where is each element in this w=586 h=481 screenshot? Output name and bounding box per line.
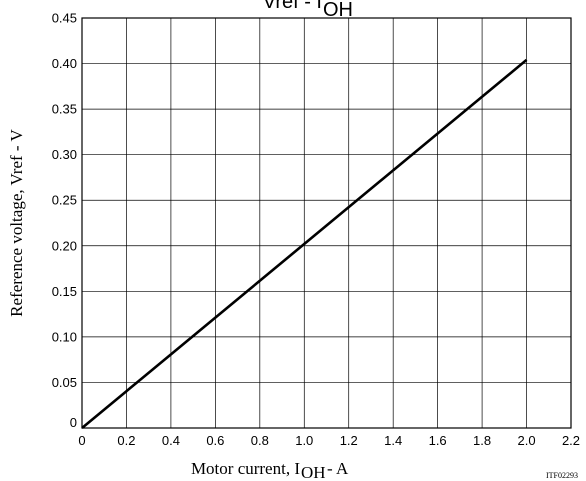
x-tick-label: 0.8 xyxy=(251,433,269,448)
x-axis-title-suffix: - A xyxy=(327,459,349,478)
x-tick-label: 0.4 xyxy=(162,433,180,448)
y-tick-label: 0.15 xyxy=(52,284,77,299)
x-tick-label: 1.0 xyxy=(295,433,313,448)
series-lines xyxy=(81,58,528,430)
x-tick-label: 1.6 xyxy=(429,433,447,448)
chart-title-main: Vref - I xyxy=(263,0,322,13)
x-tick-label: 1.8 xyxy=(473,433,491,448)
x-tick-labels: 0 0.2 0.4 0.6 0.8 1.0 1.2 1.4 1.6 1.8 2.0 2.2 xyxy=(78,433,580,448)
y-tick-label: 0.25 xyxy=(52,193,77,208)
y-tick-label: 0.30 xyxy=(52,147,77,162)
plot-frame xyxy=(81,17,572,429)
y-tick-label: 0.20 xyxy=(52,238,77,253)
y-tick-labels: 0 0.05 0.10 0.15 0.20 0.25 0.30 0.35 0.40 0.45 xyxy=(52,11,77,431)
x-tick-label: 1.4 xyxy=(384,433,402,448)
y-tick-label: 0.10 xyxy=(52,329,77,344)
x-tick-label: 1.2 xyxy=(340,433,358,448)
x-axis-title-subscript: OH xyxy=(301,463,326,481)
y-tick-label: 0 xyxy=(70,415,77,430)
x-tick-label: 0.6 xyxy=(206,433,224,448)
y-tick-label: 0.40 xyxy=(52,56,77,71)
chart-title: Vref - I xyxy=(263,0,322,13)
y-tick-label: 0.35 xyxy=(52,102,77,117)
x-tick-label: 0 xyxy=(78,433,85,448)
grid-lines xyxy=(82,18,571,428)
x-tick-label: 2.2 xyxy=(562,433,580,448)
x-tick-label: 2.0 xyxy=(518,433,536,448)
chart-title-subscript: OH xyxy=(323,0,353,21)
x-tick-label: 0.2 xyxy=(117,433,135,448)
figure-code: ITF02293 xyxy=(546,471,578,480)
x-axis-title: Motor current, I xyxy=(191,459,300,478)
y-tick-label: 0.45 xyxy=(52,11,77,26)
y-axis-title: Reference voltage, Vref - V xyxy=(7,128,26,316)
y-tick-label: 0.05 xyxy=(52,375,77,390)
series-line xyxy=(81,58,528,430)
